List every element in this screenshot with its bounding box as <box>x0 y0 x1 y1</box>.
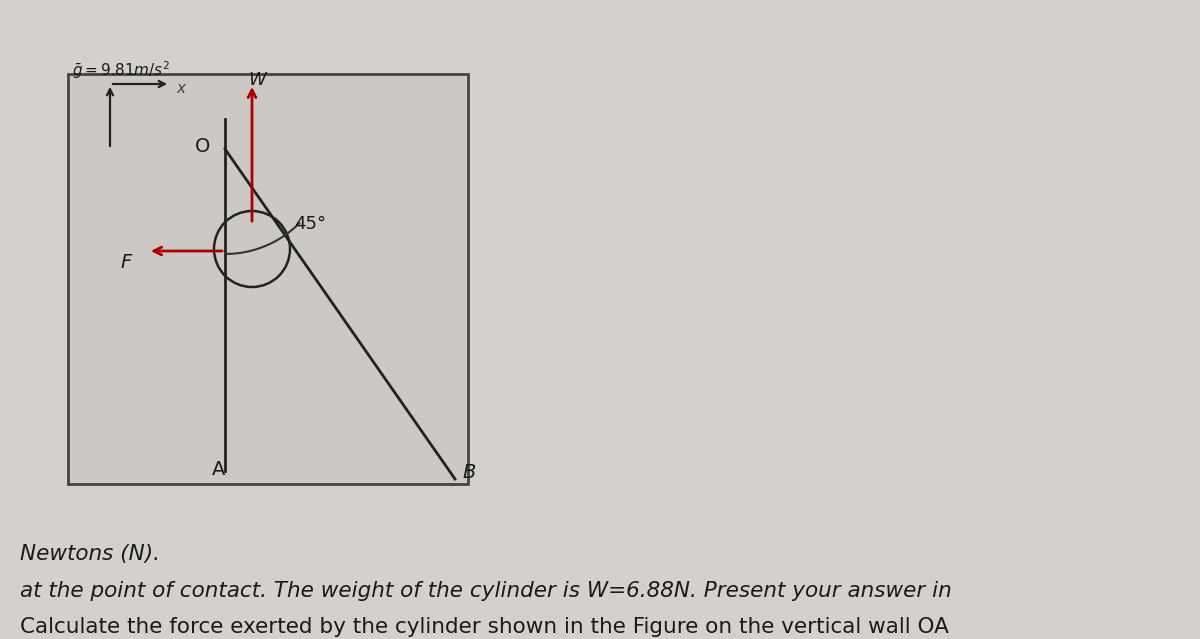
Text: Calculate the force exerted by the cylinder shown in the Figure on the vertical : Calculate the force exerted by the cylin… <box>20 617 949 637</box>
Bar <box>68 74 468 484</box>
Text: O: O <box>194 137 210 155</box>
Text: $\bar{g}=9.81m/s^2$: $\bar{g}=9.81m/s^2$ <box>72 59 170 81</box>
Text: W: W <box>248 71 266 89</box>
Text: F: F <box>121 254 132 272</box>
Text: Newtons (N).: Newtons (N). <box>20 544 160 564</box>
Text: x: x <box>176 81 185 96</box>
Text: at the point of contact. The weight of the cylinder is W=6.88N. Present your ans: at the point of contact. The weight of t… <box>20 581 952 601</box>
Text: B: B <box>462 463 475 482</box>
Text: 45°: 45° <box>294 215 326 233</box>
Text: A: A <box>212 460 226 479</box>
